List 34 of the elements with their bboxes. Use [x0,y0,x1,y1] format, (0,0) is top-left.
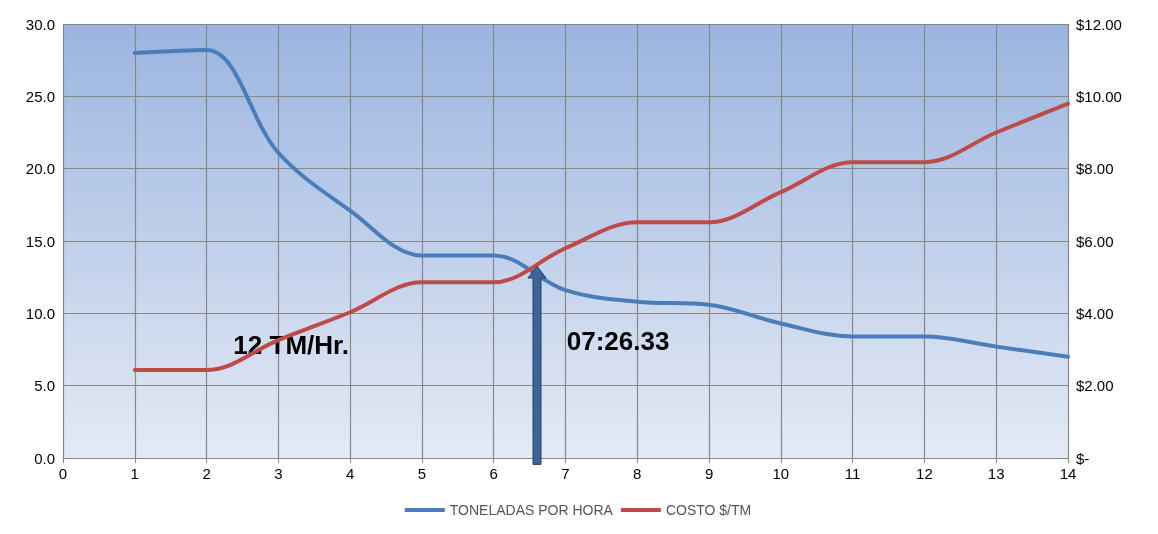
legend-label: COSTO $/TM [665,502,752,518]
y2-tick-label: $- [1076,449,1090,467]
y2-tick-label: $10.00 [1076,87,1122,105]
y-tick-label: 20.0 [25,160,55,178]
line-series [132,101,1070,373]
x-tick-label: 2 [202,465,211,482]
y-tick-label: 5.0 [34,377,55,395]
x-tick-label: 7 [561,465,570,482]
y-tick-label: 25.0 [25,87,55,105]
x-tick-label: 13 [987,465,1005,482]
y2-tick-label: $8.00 [1076,160,1114,178]
x-tick-label: 12 [916,465,933,482]
x-tick-label: 8 [633,465,642,482]
y-tick-label: 0.0 [34,449,55,467]
annotation: 07:26.33 [566,325,670,356]
y-tick-label: 15.0 [25,232,55,250]
x-tick-label: 1 [130,465,139,482]
x-tick-label: 4 [345,465,355,482]
line-series [132,48,1070,359]
x-tick-label: 10 [772,465,790,482]
x-tick-label: 6 [489,465,498,482]
x-tick-label: 3 [274,465,283,482]
y2-tick-label: $6.00 [1076,232,1114,250]
y2-tick-label: $2.00 [1076,377,1114,395]
y-tick-label: 30.0 [25,15,55,33]
y-tick-label: 10.0 [25,304,55,322]
y2-tick-label: $4.00 [1076,304,1114,322]
y2-tick-label: $12.00 [1076,15,1122,33]
x-tick-label: 5 [417,465,427,482]
legend-label: TONELADAS POR HORA [449,502,614,518]
x-tick-label: 0 [58,465,68,482]
x-tick-label: 9 [704,465,714,482]
x-tick-label: 14 [1059,465,1077,482]
x-tick-label: 11 [844,465,861,482]
